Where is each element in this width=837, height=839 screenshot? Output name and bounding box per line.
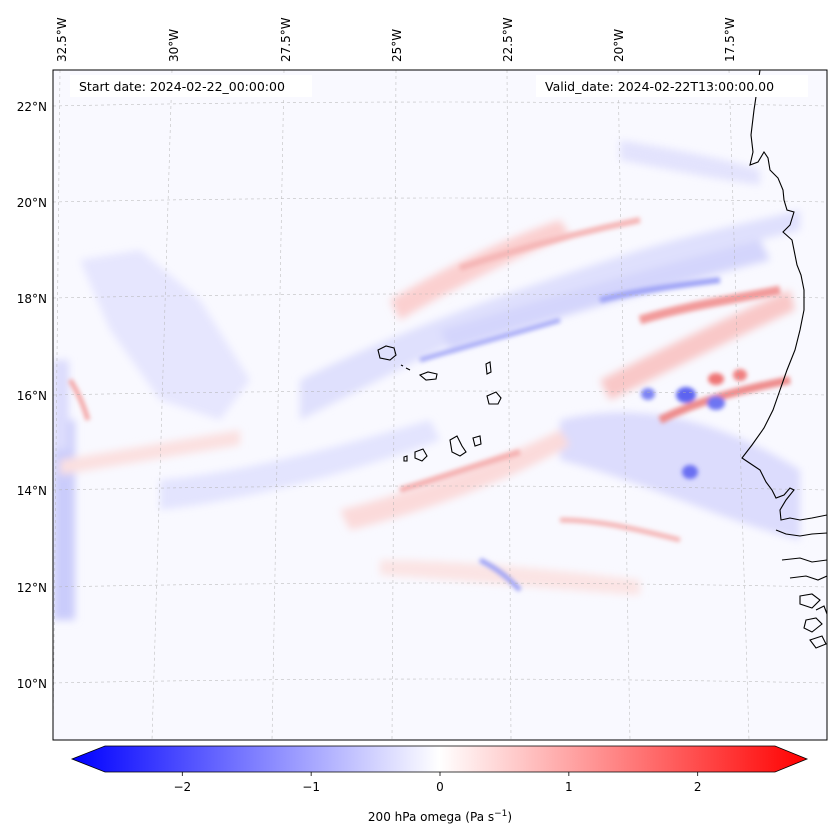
colorbar-tick-label: 1 (565, 780, 573, 794)
map-frame (52, 69, 828, 741)
lon-label: 22.5°W (501, 17, 515, 62)
lat-label: 12°N (17, 581, 47, 595)
colorbar-tick-label: 2 (694, 780, 702, 794)
valid-date-box: Valid_date: 2024-02-22T13:00:00.00 (536, 75, 808, 97)
lon-label: 32.5°W (55, 17, 69, 62)
colorbar-tick-label: −2 (173, 780, 191, 794)
colorbar-tick-label: 0 (436, 780, 444, 794)
colorbar: −2 −1 0 1 2 200 hPa omega (Pa s−1) (70, 745, 809, 824)
lon-label: 30°W (167, 29, 181, 62)
lat-label: 14°N (17, 484, 47, 498)
map-panel: Start date: 2024-02-22_00:00:00 Valid_da… (53, 70, 827, 740)
start-date-label: Start date: 2024-02-22_00:00:00 (79, 79, 285, 94)
colorbar-tick-label: −1 (302, 780, 320, 794)
colorbar-ticks: −2 −1 0 1 2 (173, 772, 702, 794)
lon-label: 17.5°W (723, 17, 737, 62)
latitude-tick-labels: 22°N 20°N 18°N 16°N 14°N 12°N 10°N (17, 100, 47, 691)
lat-label: 22°N (17, 100, 47, 114)
lon-label: 20°W (612, 29, 626, 62)
gridlines (53, 70, 827, 740)
colorbar-label: 200 hPa omega (Pa s−1) (368, 809, 512, 824)
lat-label: 16°N (17, 389, 47, 403)
lat-label: 18°N (17, 292, 47, 306)
longitude-tick-labels: 32.5°W 30°W 27.5°W 25°W 22.5°W 20°W 17.5… (55, 17, 737, 62)
african-coastline (741, 70, 827, 521)
lat-label: 10°N (17, 677, 47, 691)
lat-label: 20°N (17, 196, 47, 210)
start-date-box: Start date: 2024-02-22_00:00:00 (70, 75, 312, 97)
colorbar-body (70, 745, 809, 773)
coastlines (741, 70, 827, 649)
cape-verde-islands (377, 345, 502, 462)
lon-label: 25°W (390, 29, 404, 62)
valid-date-label: Valid_date: 2024-02-22T13:00:00.00 (545, 79, 774, 94)
lon-label: 27.5°W (279, 17, 293, 62)
